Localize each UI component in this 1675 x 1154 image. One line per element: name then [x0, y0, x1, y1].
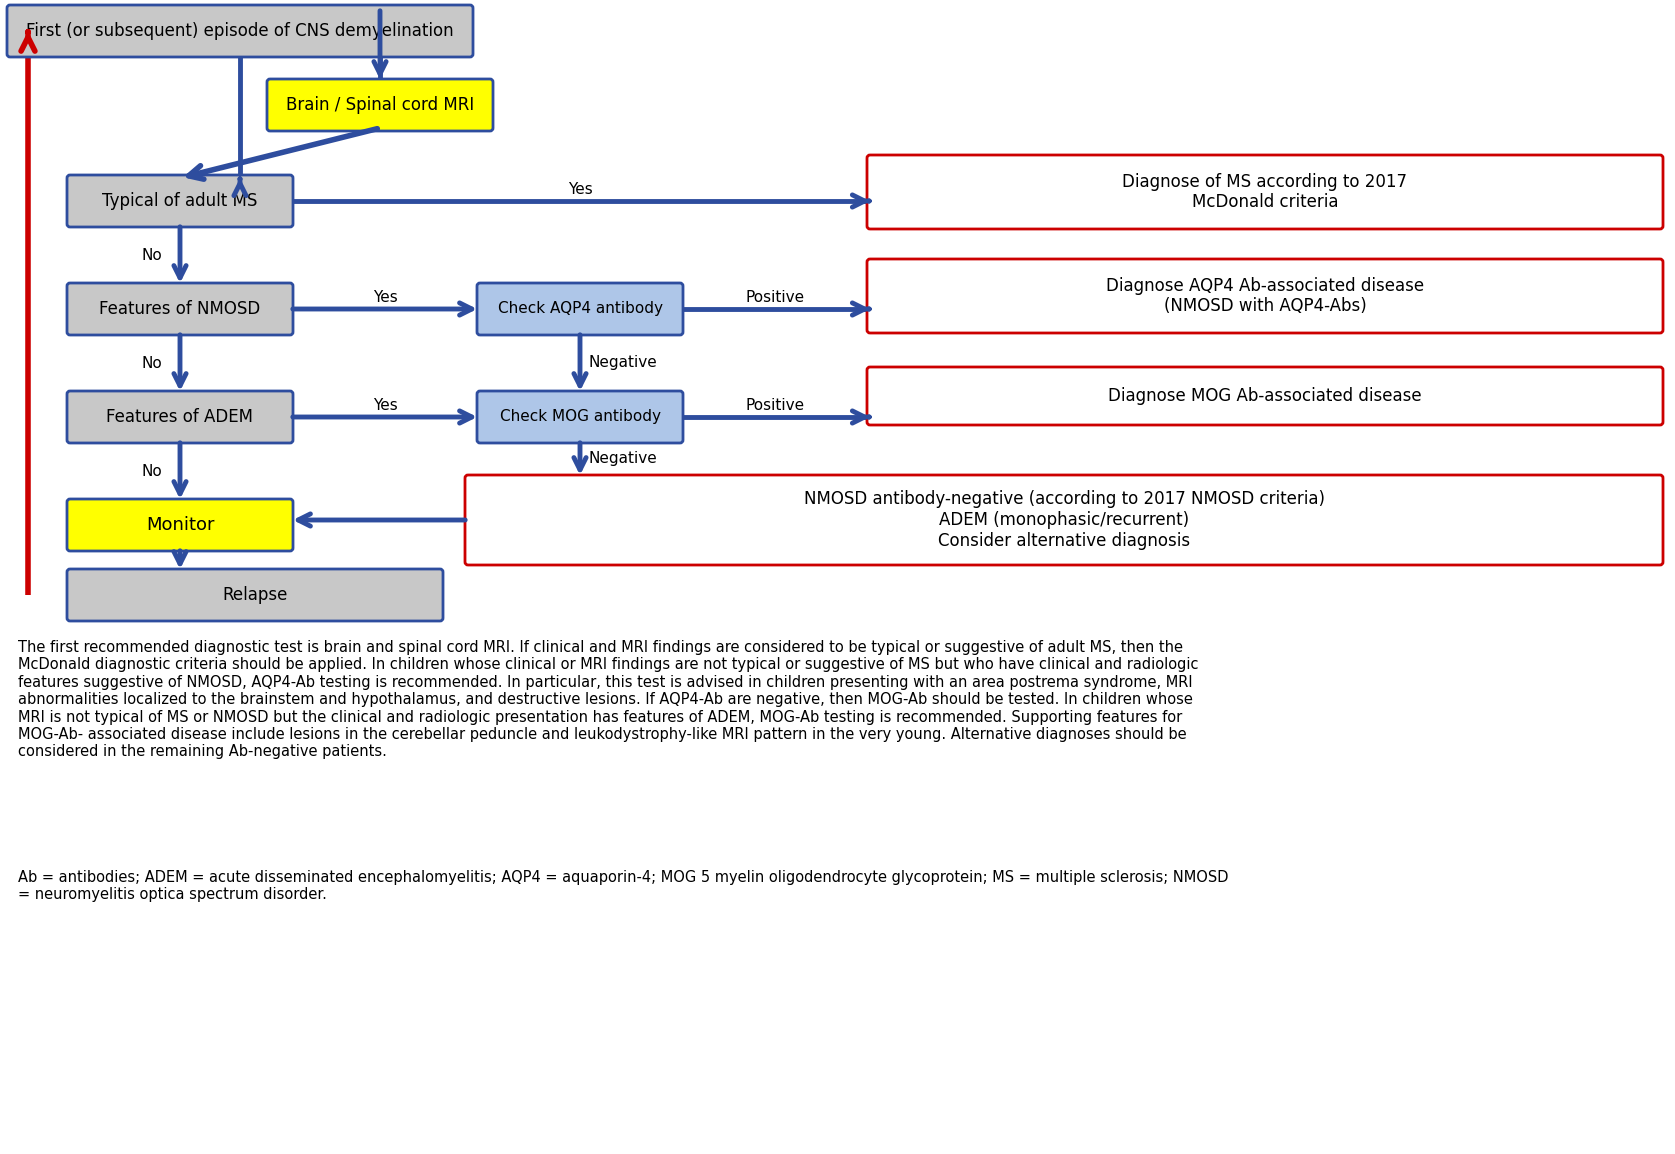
Text: Positive: Positive — [745, 397, 804, 412]
FancyBboxPatch shape — [7, 5, 472, 57]
Text: Check AQP4 antibody: Check AQP4 antibody — [497, 301, 663, 316]
Text: Yes: Yes — [568, 181, 593, 196]
Text: Features of ADEM: Features of ADEM — [107, 409, 253, 426]
FancyBboxPatch shape — [67, 175, 293, 227]
Text: Diagnose MOG Ab-associated disease: Diagnose MOG Ab-associated disease — [1109, 387, 1422, 405]
Text: Features of NMOSD: Features of NMOSD — [99, 300, 261, 319]
Text: Negative: Negative — [588, 355, 657, 370]
Text: NMOSD antibody-negative (according to 2017 NMOSD criteria)
ADEM (monophasic/recu: NMOSD antibody-negative (according to 20… — [804, 490, 1325, 549]
Text: Diagnose of MS according to 2017
McDonald criteria: Diagnose of MS according to 2017 McDonal… — [1122, 173, 1407, 211]
Text: Typical of adult MS: Typical of adult MS — [102, 192, 258, 210]
FancyBboxPatch shape — [67, 391, 293, 443]
Text: Ab = antibodies; ADEM = acute disseminated encephalomyelitis; AQP4 = aquaporin-4: Ab = antibodies; ADEM = acute disseminat… — [18, 870, 1228, 902]
FancyBboxPatch shape — [67, 283, 293, 335]
FancyBboxPatch shape — [868, 155, 1663, 228]
Text: Monitor: Monitor — [146, 516, 214, 534]
Text: Diagnose AQP4 Ab-associated disease
(NMOSD with AQP4-Abs): Diagnose AQP4 Ab-associated disease (NMO… — [1106, 277, 1424, 315]
Text: No: No — [141, 355, 162, 370]
Text: No: No — [141, 464, 162, 479]
Text: Brain / Spinal cord MRI: Brain / Spinal cord MRI — [286, 96, 474, 114]
Text: Positive: Positive — [745, 290, 804, 305]
Text: Check MOG antibody: Check MOG antibody — [499, 410, 660, 425]
FancyBboxPatch shape — [477, 283, 683, 335]
Text: Yes: Yes — [372, 397, 397, 412]
Text: First (or subsequent) episode of CNS demyelination: First (or subsequent) episode of CNS dem… — [27, 22, 454, 40]
FancyBboxPatch shape — [266, 78, 492, 132]
Text: The first recommended diagnostic test is brain and spinal cord MRI. If clinical : The first recommended diagnostic test is… — [18, 640, 1199, 759]
FancyBboxPatch shape — [477, 391, 683, 443]
FancyBboxPatch shape — [868, 367, 1663, 425]
Text: Relapse: Relapse — [223, 586, 288, 604]
FancyBboxPatch shape — [67, 499, 293, 550]
FancyBboxPatch shape — [868, 258, 1663, 334]
Text: Negative: Negative — [588, 451, 657, 466]
Text: Yes: Yes — [372, 290, 397, 305]
FancyBboxPatch shape — [466, 475, 1663, 565]
Text: No: No — [141, 247, 162, 262]
FancyBboxPatch shape — [67, 569, 442, 621]
